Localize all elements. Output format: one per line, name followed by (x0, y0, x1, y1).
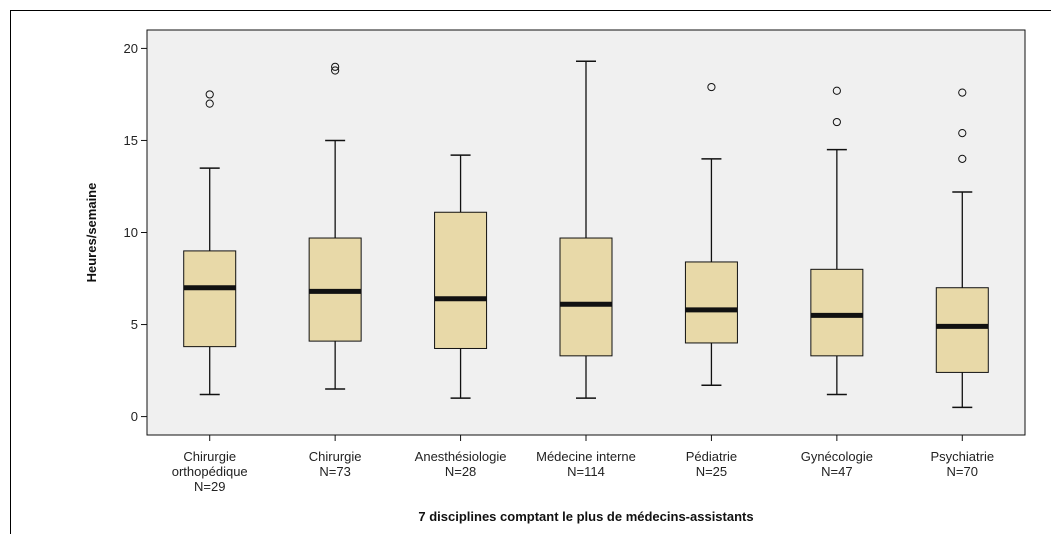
category-labels: ChirurgieorthopédiqueN=29ChirurgieN=73An… (172, 449, 994, 494)
box-iqr (935, 287, 989, 373)
box-iqr (559, 237, 613, 357)
x-tick-label: Médecine interne (536, 449, 636, 464)
x-tick-label: N=114 (567, 464, 605, 479)
y-tick-label: 0 (131, 409, 138, 424)
outlier-point (832, 86, 841, 95)
box-group (684, 82, 738, 387)
x-tick-label: N=25 (696, 464, 727, 479)
x-tick-label: Chirurgie (183, 449, 236, 464)
box-group (308, 62, 362, 390)
x-tick-label: N=73 (319, 464, 350, 479)
y-tick-label: 15 (124, 133, 138, 148)
outlier-point (707, 82, 716, 92)
box-iqr (183, 250, 237, 348)
box-group (183, 90, 237, 396)
outlier-point (958, 128, 967, 138)
box-iqr (810, 268, 864, 357)
box-group (935, 88, 989, 409)
y-tick-label: 20 (124, 41, 138, 56)
x-tick-label: Anesthésiologie (415, 449, 507, 464)
box-group (434, 154, 488, 399)
y-tick-label: 10 (124, 225, 138, 240)
box-group (559, 60, 613, 399)
x-tick-label: Pédiatrie (686, 449, 737, 464)
x-axis (209, 435, 963, 441)
x-tick-label: Gynécologie (801, 449, 873, 464)
x-tick-label: N=47 (821, 464, 852, 479)
outlier-point (331, 66, 340, 75)
x-tick-label: N=29 (194, 479, 225, 494)
y-axis: 0 5 10 15 20 (124, 41, 147, 424)
outlier-point (331, 62, 340, 71)
outlier-point (958, 88, 967, 97)
box-group (810, 86, 864, 396)
boxes-layer (183, 60, 989, 409)
box-iqr (434, 211, 488, 349)
y-tick-label: 5 (131, 317, 138, 332)
outlier-point (832, 117, 841, 127)
x-tick-label: N=70 (947, 464, 978, 479)
x-tick-label: orthopédique (172, 464, 248, 479)
outlier-point (958, 154, 967, 163)
outlier-point (205, 99, 214, 108)
x-tick-label: N=28 (445, 464, 476, 479)
box-iqr (684, 261, 738, 344)
y-axis-title: Heures/semaine (84, 183, 99, 283)
outlier-point (205, 90, 214, 99)
x-axis-title: 7 disciplines comptant le plus de médeci… (418, 509, 753, 524)
x-tick-label: Psychiatrie (930, 449, 994, 464)
x-tick-label: Chirurgie (309, 449, 362, 464)
figure-frame (10, 10, 1051, 534)
